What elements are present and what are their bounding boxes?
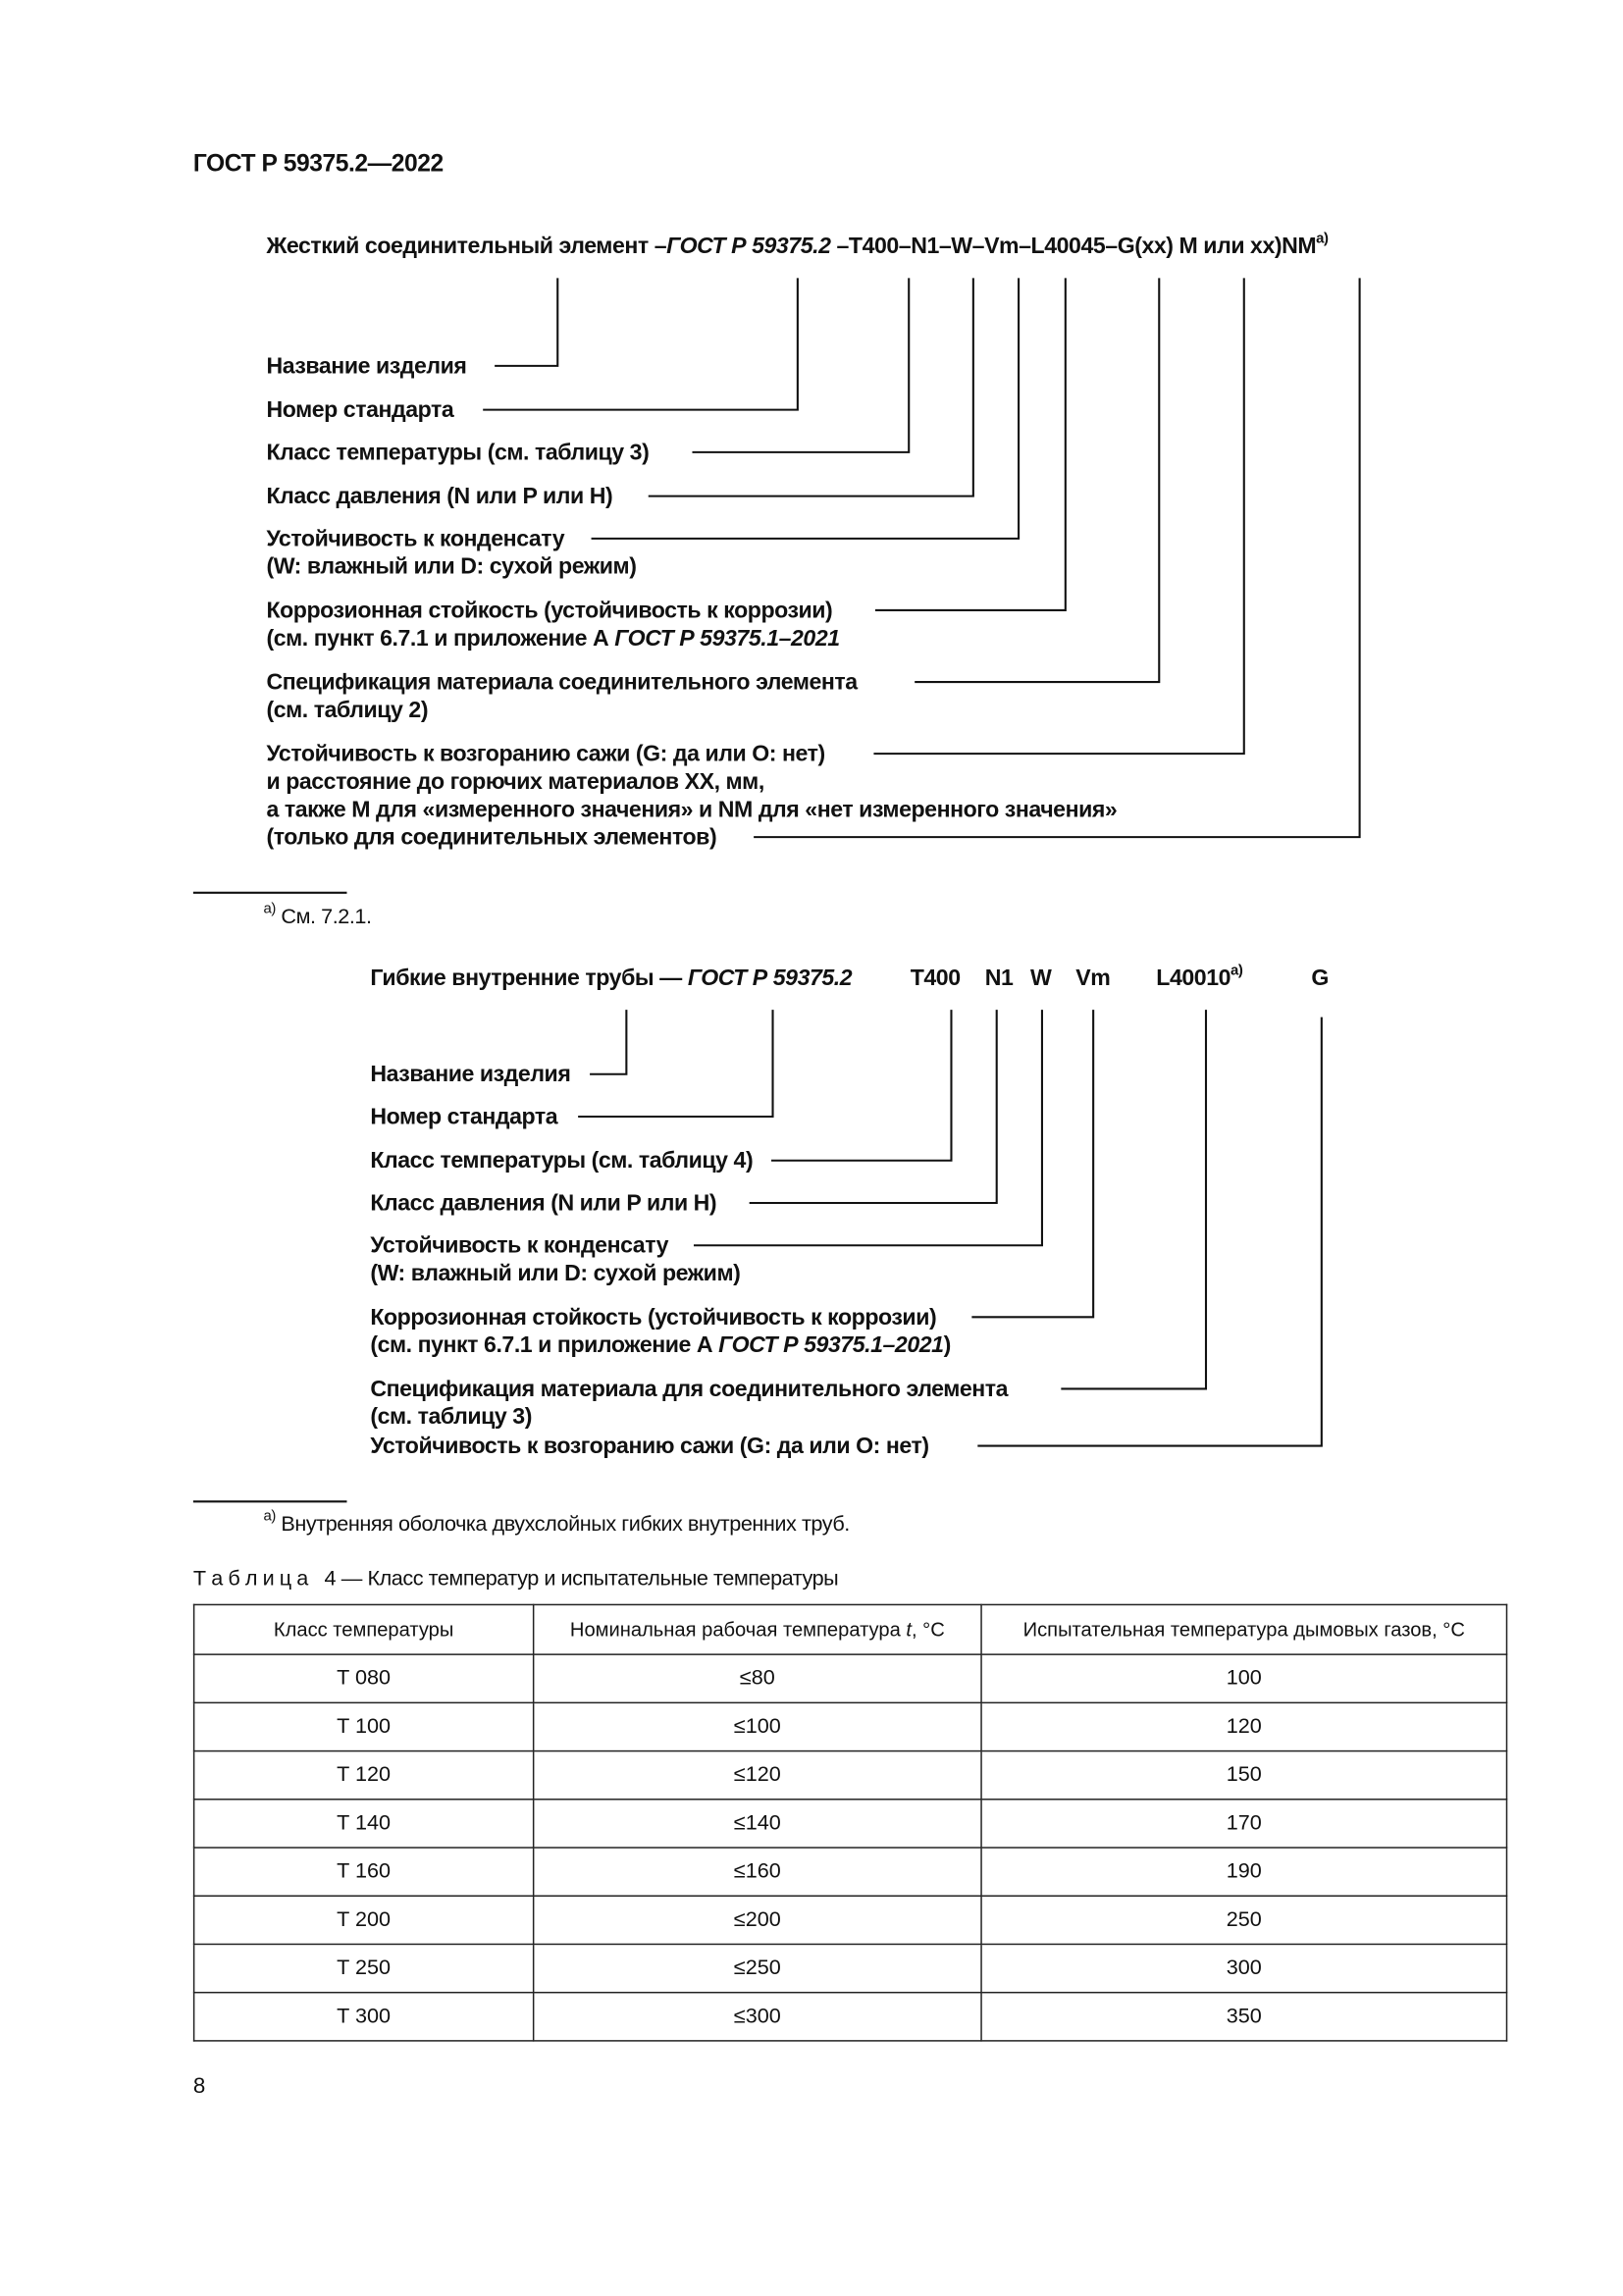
table-cell: ≤160 — [532, 1847, 982, 1897]
table-row: T 140 ≤140 170 — [192, 1799, 1508, 1849]
label: (см. таблицу 2) — [266, 698, 429, 723]
table-cell: 300 — [980, 1943, 1508, 1994]
label: Устойчивость к конденсату — [266, 526, 565, 552]
label: Номер стандарта — [370, 1105, 558, 1130]
label: а также M для «измеренного значения» и N… — [266, 797, 1118, 823]
label: Класс температуры (см. таблицу 3) — [266, 440, 650, 466]
table-cell: ≤120 — [532, 1749, 982, 1800]
table-cell: T 080 — [192, 1653, 535, 1704]
label: Класс давления (N или P или H) — [266, 484, 613, 510]
table-row: T 160 ≤160 190 — [192, 1847, 1508, 1897]
column-header: Класс температуры — [192, 1603, 535, 1655]
footnote: а) См. 7.2.1. — [263, 901, 372, 930]
label: Название изделия — [266, 353, 467, 380]
label: Спецификация материала для соединительно… — [370, 1377, 1009, 1402]
temperature-class-table: Класс температуры Номинальная рабочая те… — [192, 1603, 1508, 2042]
table-cell: T 140 — [192, 1799, 535, 1849]
table-row: T 200 ≤200 250 — [192, 1895, 1508, 1946]
table-cell: ≤100 — [532, 1701, 982, 1752]
label: Коррозионная стойкость (устойчивость к к… — [370, 1305, 937, 1331]
label: и расстояние до горючих материалов XX, м… — [266, 769, 764, 795]
table-row: T 300 ≤300 350 — [192, 1991, 1508, 2042]
label: Номер стандарта — [266, 397, 454, 424]
table-header-row: Класс температуры Номинальная рабочая те… — [192, 1603, 1508, 1655]
table-cell: ≤200 — [532, 1895, 982, 1946]
code-part: L40010а) — [1156, 963, 1243, 991]
label: Класс давления (N или P или H) — [370, 1191, 717, 1217]
table-cell: ≤300 — [532, 1991, 982, 2042]
label: (см. пункт 6.7.1 и приложение А ГОСТ Р 5… — [266, 626, 840, 652]
label: (только для соединительных элементов) — [266, 825, 717, 851]
code-part: N1 — [984, 965, 1014, 991]
table-cell: 250 — [980, 1895, 1508, 1946]
table-caption: Т а б л и ц а 4 — Класс температур и исп… — [192, 1567, 839, 1592]
table-cell: T 200 — [192, 1895, 535, 1946]
label: (W: влажный или D: сухой режим) — [370, 1261, 741, 1287]
label: (см. пункт 6.7.1 и приложение А ГОСТ Р 5… — [370, 1332, 951, 1359]
label: Класс температуры (см. таблицу 4) — [370, 1148, 754, 1174]
code-part: G — [1311, 965, 1329, 991]
code-part: T400 — [910, 965, 961, 991]
table-cell: T 250 — [192, 1943, 535, 1994]
table-cell: 150 — [980, 1749, 1508, 1800]
code-part: Vm — [1075, 965, 1111, 991]
table-cell: 190 — [980, 1847, 1508, 1897]
rigid-designation: Жесткий соединительный элемент –ГОСТ Р 5… — [266, 231, 1329, 259]
table-cell: ≤80 — [532, 1653, 982, 1704]
table-cell: 170 — [980, 1799, 1508, 1849]
table-row: T 120 ≤120 150 — [192, 1749, 1508, 1800]
table-cell: 120 — [980, 1701, 1508, 1752]
table-row: T 250 ≤250 300 — [192, 1943, 1508, 1994]
table-cell: 350 — [980, 1991, 1508, 2042]
table-cell: T 300 — [192, 1991, 535, 2042]
label: Устойчивость к возгоранию сажи (G: да ил… — [370, 1434, 929, 1460]
label: (см. таблицу 3) — [370, 1404, 532, 1431]
table-cell: 100 — [980, 1653, 1508, 1704]
table-cell: T 120 — [192, 1749, 535, 1800]
label: Устойчивость к конденсату — [370, 1233, 669, 1259]
table-cell: ≤140 — [532, 1799, 982, 1849]
footnote: а) Внутренняя оболочка двухслойных гибки… — [263, 1508, 850, 1538]
table-cell: ≤250 — [532, 1943, 982, 1994]
table-cell: T 160 — [192, 1847, 535, 1897]
label: Название изделия — [370, 1062, 571, 1088]
table-row: T 080 ≤80 100 — [192, 1653, 1508, 1704]
label: Устойчивость к возгоранию сажи (G: да ил… — [266, 742, 825, 767]
page-header: ГОСТ Р 59375.2—2022 — [192, 150, 444, 178]
table-cell: T 100 — [192, 1701, 535, 1752]
label: (W: влажный или D: сухой режим) — [266, 554, 637, 580]
page-number: 8 — [192, 2073, 205, 2099]
column-header: Номинальная рабочая температура t, °С — [532, 1603, 982, 1655]
table-row: T 100 ≤100 120 — [192, 1701, 1508, 1752]
code-part: W — [1030, 965, 1052, 991]
column-header: Испытательная температура дымовых газов,… — [980, 1603, 1508, 1655]
flexible-designation: Гибкие внутренние трубы — ГОСТ Р 59375.2 — [370, 965, 853, 991]
label: Коррозионная стойкость (устойчивость к к… — [266, 599, 833, 624]
label: Спецификация материала соединительного э… — [266, 670, 858, 696]
